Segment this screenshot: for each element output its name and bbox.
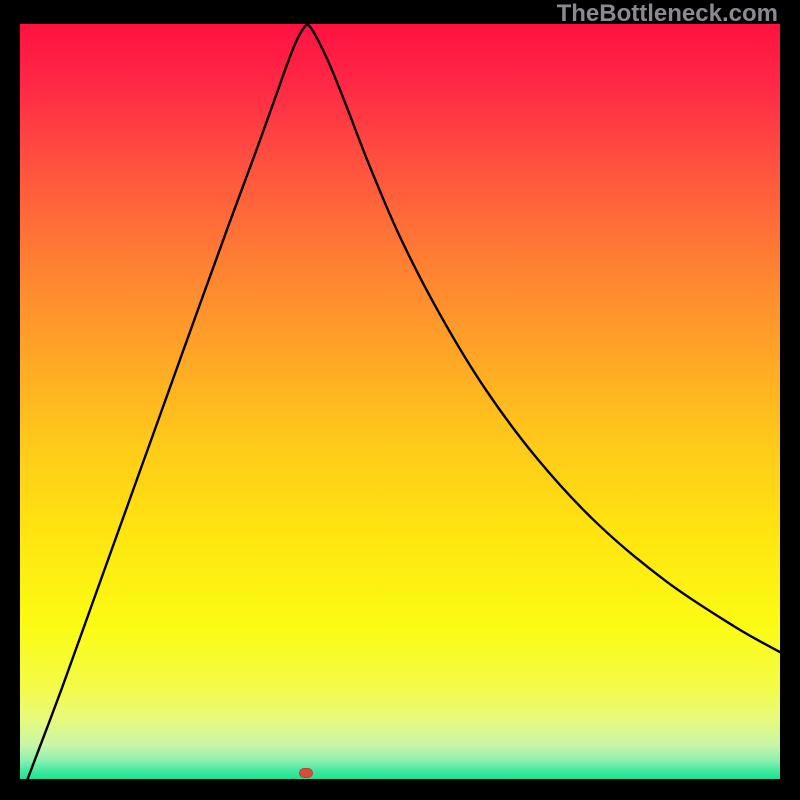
chart-plot-area <box>20 24 780 779</box>
optimal-point-marker <box>299 768 313 778</box>
frame-border-right <box>780 0 800 800</box>
bottleneck-curve <box>20 24 780 779</box>
watermark-text: TheBottleneck.com <box>557 0 778 28</box>
frame-border-bottom <box>0 779 800 800</box>
frame-border-left <box>0 0 20 800</box>
